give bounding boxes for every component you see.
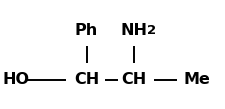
- Text: CH: CH: [74, 72, 99, 87]
- Text: 2: 2: [147, 24, 157, 37]
- Text: NH: NH: [120, 23, 147, 38]
- Text: HO: HO: [2, 72, 29, 87]
- Text: Me: Me: [183, 72, 210, 87]
- Text: Ph: Ph: [75, 23, 98, 38]
- Text: CH: CH: [121, 72, 146, 87]
